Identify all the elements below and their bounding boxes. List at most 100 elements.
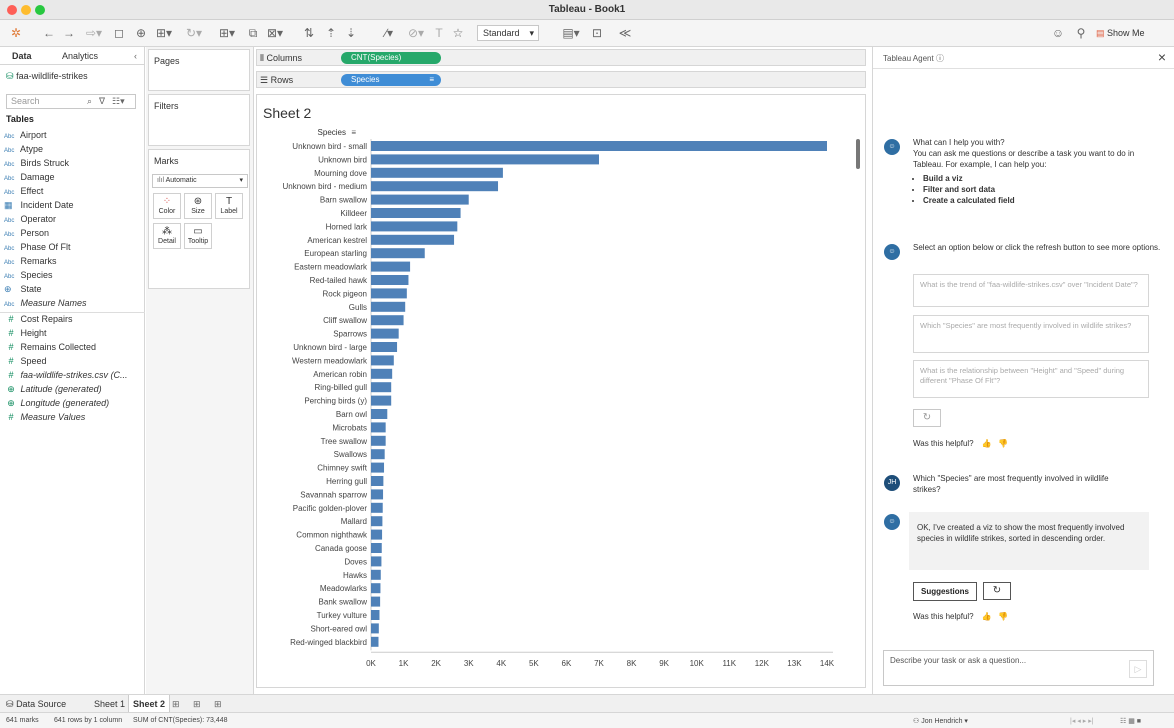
label-icon[interactable]: T bbox=[435, 26, 443, 40]
detail-button[interactable]: ⁂ Detail bbox=[153, 223, 181, 249]
tab-data[interactable]: Data bbox=[12, 51, 32, 61]
send-icon[interactable]: ▷ bbox=[1129, 660, 1147, 678]
refresh-icon[interactable]: ↻▾ bbox=[185, 26, 203, 40]
replay-icon[interactable]: ⇨▾ bbox=[85, 26, 103, 40]
swap-rows-columns-icon[interactable]: ⇅ bbox=[303, 26, 315, 40]
feedback-row: Was this helpful? 👍 👎 bbox=[913, 438, 1163, 449]
undo-icon[interactable]: ← bbox=[43, 26, 55, 40]
refresh-suggestions-button[interactable]: ↻ bbox=[913, 409, 941, 427]
presentation-mode-icon[interactable]: ⊡ bbox=[591, 26, 603, 40]
fit-dropdown[interactable]: Standard ▾ bbox=[477, 25, 539, 41]
new-dashboard-icon[interactable]: ⊞ bbox=[193, 699, 201, 709]
field-effect[interactable]: Abc Effect bbox=[4, 185, 43, 198]
redo-icon[interactable]: → bbox=[63, 26, 75, 40]
field-airport[interactable]: Abc Airport bbox=[4, 129, 47, 142]
label-button[interactable]: T Label bbox=[215, 193, 243, 219]
string-type-icon: Abc bbox=[4, 176, 15, 182]
bar bbox=[371, 435, 386, 446]
field-birds-struck[interactable]: Abc Birds Struck bbox=[4, 157, 69, 170]
show-me-button[interactable]: ▤ Show Me bbox=[1096, 25, 1145, 41]
rows-shelf[interactable]: ☰ Rows Species ≡ bbox=[256, 71, 866, 88]
field-person[interactable]: Abc Person bbox=[4, 227, 49, 240]
close-window-button[interactable] bbox=[7, 5, 17, 15]
field-height[interactable]: # Height bbox=[4, 327, 46, 340]
pin-icon[interactable]: ☆ bbox=[452, 26, 464, 40]
clear-sheet-icon[interactable]: ⊠▾ bbox=[266, 26, 284, 40]
share-icon[interactable]: ≪ bbox=[618, 26, 632, 40]
tableau-logo-icon[interactable]: ✲ bbox=[10, 26, 22, 40]
field-state[interactable]: ⊕ State bbox=[4, 283, 42, 296]
new-worksheet-icon[interactable]: ⊞▾ bbox=[218, 26, 236, 40]
close-icon[interactable]: × bbox=[1157, 49, 1166, 65]
new-story-icon[interactable]: ⊞ bbox=[214, 699, 222, 709]
search-input[interactable]: Search ⌕ ∇ ☷▾ bbox=[6, 94, 136, 109]
sheet2-tab[interactable]: Sheet 2 bbox=[128, 695, 171, 712]
highlight-icon[interactable]: ∕▾ bbox=[384, 26, 394, 40]
field-species[interactable]: Abc Species bbox=[4, 269, 53, 282]
zoom-window-button[interactable] bbox=[35, 5, 45, 15]
sheet-navigation[interactable]: |◂ ◂ ▸ ▸| bbox=[1070, 718, 1094, 725]
vertical-scrollbar[interactable] bbox=[856, 139, 860, 169]
field-remains-collected[interactable]: # Remains Collected bbox=[4, 341, 96, 354]
group-icon[interactable]: ⊘▾ bbox=[407, 26, 425, 40]
bar bbox=[371, 355, 394, 366]
new-worksheet-icon[interactable]: ⊞ bbox=[172, 699, 180, 709]
field-cost-repairs[interactable]: # Cost Repairs bbox=[4, 313, 72, 326]
data-source-tab[interactable]: ⛁ Data Source bbox=[6, 699, 66, 710]
field-speed[interactable]: # Speed bbox=[4, 355, 46, 368]
field-remarks[interactable]: Abc Remarks bbox=[4, 255, 57, 268]
save-icon[interactable]: ◻ bbox=[114, 26, 124, 40]
x-tick-label: 12K bbox=[755, 659, 770, 668]
field-operator[interactable]: Abc Operator bbox=[4, 213, 56, 226]
field-phase-of-flt[interactable]: Abc Phase Of Flt bbox=[4, 241, 71, 254]
pause-updates-icon[interactable]: ⊞▾ bbox=[155, 26, 173, 40]
size-button[interactable]: ⊛ Size bbox=[184, 193, 212, 219]
duplicate-sheet-icon[interactable]: ⧉ bbox=[248, 26, 258, 40]
refresh-button[interactable]: ↻ bbox=[983, 582, 1011, 600]
field-damage[interactable]: Abc Damage bbox=[4, 171, 55, 184]
agent-title: Tableau Agent ⓘ bbox=[883, 53, 944, 64]
view-mode-icons[interactable]: ☷ ▦ ■ bbox=[1120, 718, 1142, 725]
field-latitude-generated[interactable]: ⊕ Latitude (generated) bbox=[4, 383, 101, 396]
field-incident-date[interactable]: ▦ Incident Date bbox=[4, 199, 74, 212]
sort-descending-icon[interactable]: ⇣ bbox=[345, 26, 357, 40]
sheet1-tab[interactable]: Sheet 1 bbox=[94, 699, 126, 709]
show-cards-icon[interactable]: ▤▾ bbox=[562, 26, 580, 40]
color-button[interactable]: ⁘ Color bbox=[153, 193, 181, 219]
pages-card[interactable]: Pages bbox=[148, 49, 250, 91]
field-faa-wildlife-strikes-csv-c[interactable]: # faa-wildlife-strikes.csv (C... bbox=[4, 369, 127, 382]
agent-icon[interactable]: ☺ bbox=[1051, 26, 1065, 40]
agent-input[interactable]: Describe your task or ask a question... … bbox=[883, 650, 1154, 686]
rows-pill[interactable]: Species ≡ bbox=[341, 74, 441, 86]
thumbs-up-icon[interactable]: 👍 bbox=[981, 612, 992, 621]
data-source-item[interactable]: ⛁ faa-wildlife-strikes bbox=[6, 71, 88, 82]
search-icon[interactable]: ⌕ bbox=[87, 96, 93, 106]
bar bbox=[371, 167, 503, 178]
suggestion-1[interactable]: What is the trend of "faa-wildlife-strik… bbox=[913, 274, 1149, 307]
info-icon[interactable]: ⓘ bbox=[935, 54, 944, 63]
thumbs-down-icon[interactable]: 👎 bbox=[998, 439, 1009, 448]
field-atype[interactable]: Abc Atype bbox=[4, 143, 43, 156]
suggestions-button[interactable]: Suggestions bbox=[913, 582, 977, 601]
suggestion-2[interactable]: Which "Species" are most frequently invo… bbox=[913, 315, 1149, 353]
minimize-window-button[interactable] bbox=[21, 5, 31, 15]
tab-analytics[interactable]: Analytics bbox=[62, 51, 99, 61]
field-longitude-generated[interactable]: ⊕ Longitude (generated) bbox=[4, 397, 109, 410]
tooltip-button[interactable]: ▭ Tooltip bbox=[184, 223, 212, 249]
suggestion-3[interactable]: What is the relationship between "Height… bbox=[913, 360, 1149, 398]
filters-card[interactable]: Filters bbox=[148, 94, 250, 146]
user-menu[interactable]: ⚇ Jon Hendrich ▾ bbox=[913, 718, 968, 725]
view-options-icon[interactable]: ☷▾ bbox=[112, 96, 125, 106]
thumbs-down-icon[interactable]: 👎 bbox=[998, 612, 1009, 621]
help-icon[interactable]: ⚲ bbox=[1076, 26, 1086, 40]
columns-pill[interactable]: CNT(Species) bbox=[341, 52, 441, 64]
new-data-source-icon[interactable]: ⊕ bbox=[135, 26, 147, 40]
filter-icon[interactable]: ∇ bbox=[99, 96, 106, 106]
mark-type-dropdown[interactable]: ılıl Automatic ▾ bbox=[152, 174, 248, 188]
field-measure-values[interactable]: # Measure Values bbox=[4, 411, 85, 424]
collapse-pane-icon[interactable]: ‹ bbox=[134, 51, 137, 61]
field-measure-names[interactable]: Abc Measure Names bbox=[4, 297, 87, 310]
columns-shelf[interactable]: ⦀ Columns CNT(Species) bbox=[256, 49, 866, 66]
sort-ascending-icon[interactable]: ⇡ bbox=[325, 26, 337, 40]
thumbs-up-icon[interactable]: 👍 bbox=[981, 439, 992, 448]
